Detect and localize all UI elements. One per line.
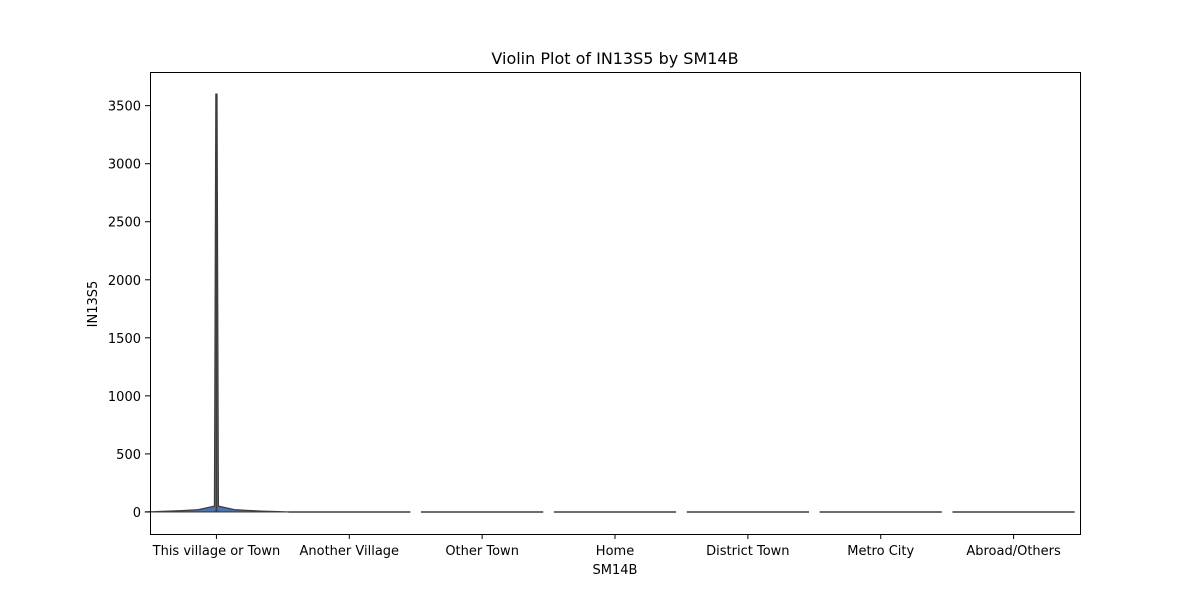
x-axis-label: SM14B [593, 563, 638, 578]
x-tick-label: Other Town [445, 544, 519, 559]
y-axis-label: IN13S5 [86, 281, 101, 328]
x-tick-label: District Town [706, 544, 789, 559]
y-tick-label: 3500 [108, 100, 141, 115]
x-tick-label: This village or Town [152, 544, 281, 559]
chart-title: Violin Plot of IN13S5 by SM14B [491, 49, 738, 68]
y-tick-label: 0 [133, 506, 141, 521]
y-tick-label: 1000 [108, 390, 141, 405]
x-tick-label: Metro City [847, 544, 914, 559]
x-tick-label: Another Village [300, 544, 400, 559]
x-axis: This village or Town Another Village Other… [152, 534, 1061, 559]
plot-area [144, 93, 1075, 513]
y-tick-label: 2000 [108, 274, 141, 289]
x-tick-label: Abroad/Others [966, 544, 1061, 559]
plot-frame [150, 72, 1081, 535]
violin-iqr-box [214, 510, 219, 513]
y-tick-label: 3000 [108, 158, 141, 173]
y-axis: 0 500 1000 1500 2000 2500 3000 3500 [108, 100, 150, 521]
y-tick-label: 1500 [108, 332, 141, 347]
x-tick-label: Home [596, 544, 634, 559]
y-tick-label: 2500 [108, 216, 141, 231]
y-tick-label: 500 [116, 448, 141, 463]
